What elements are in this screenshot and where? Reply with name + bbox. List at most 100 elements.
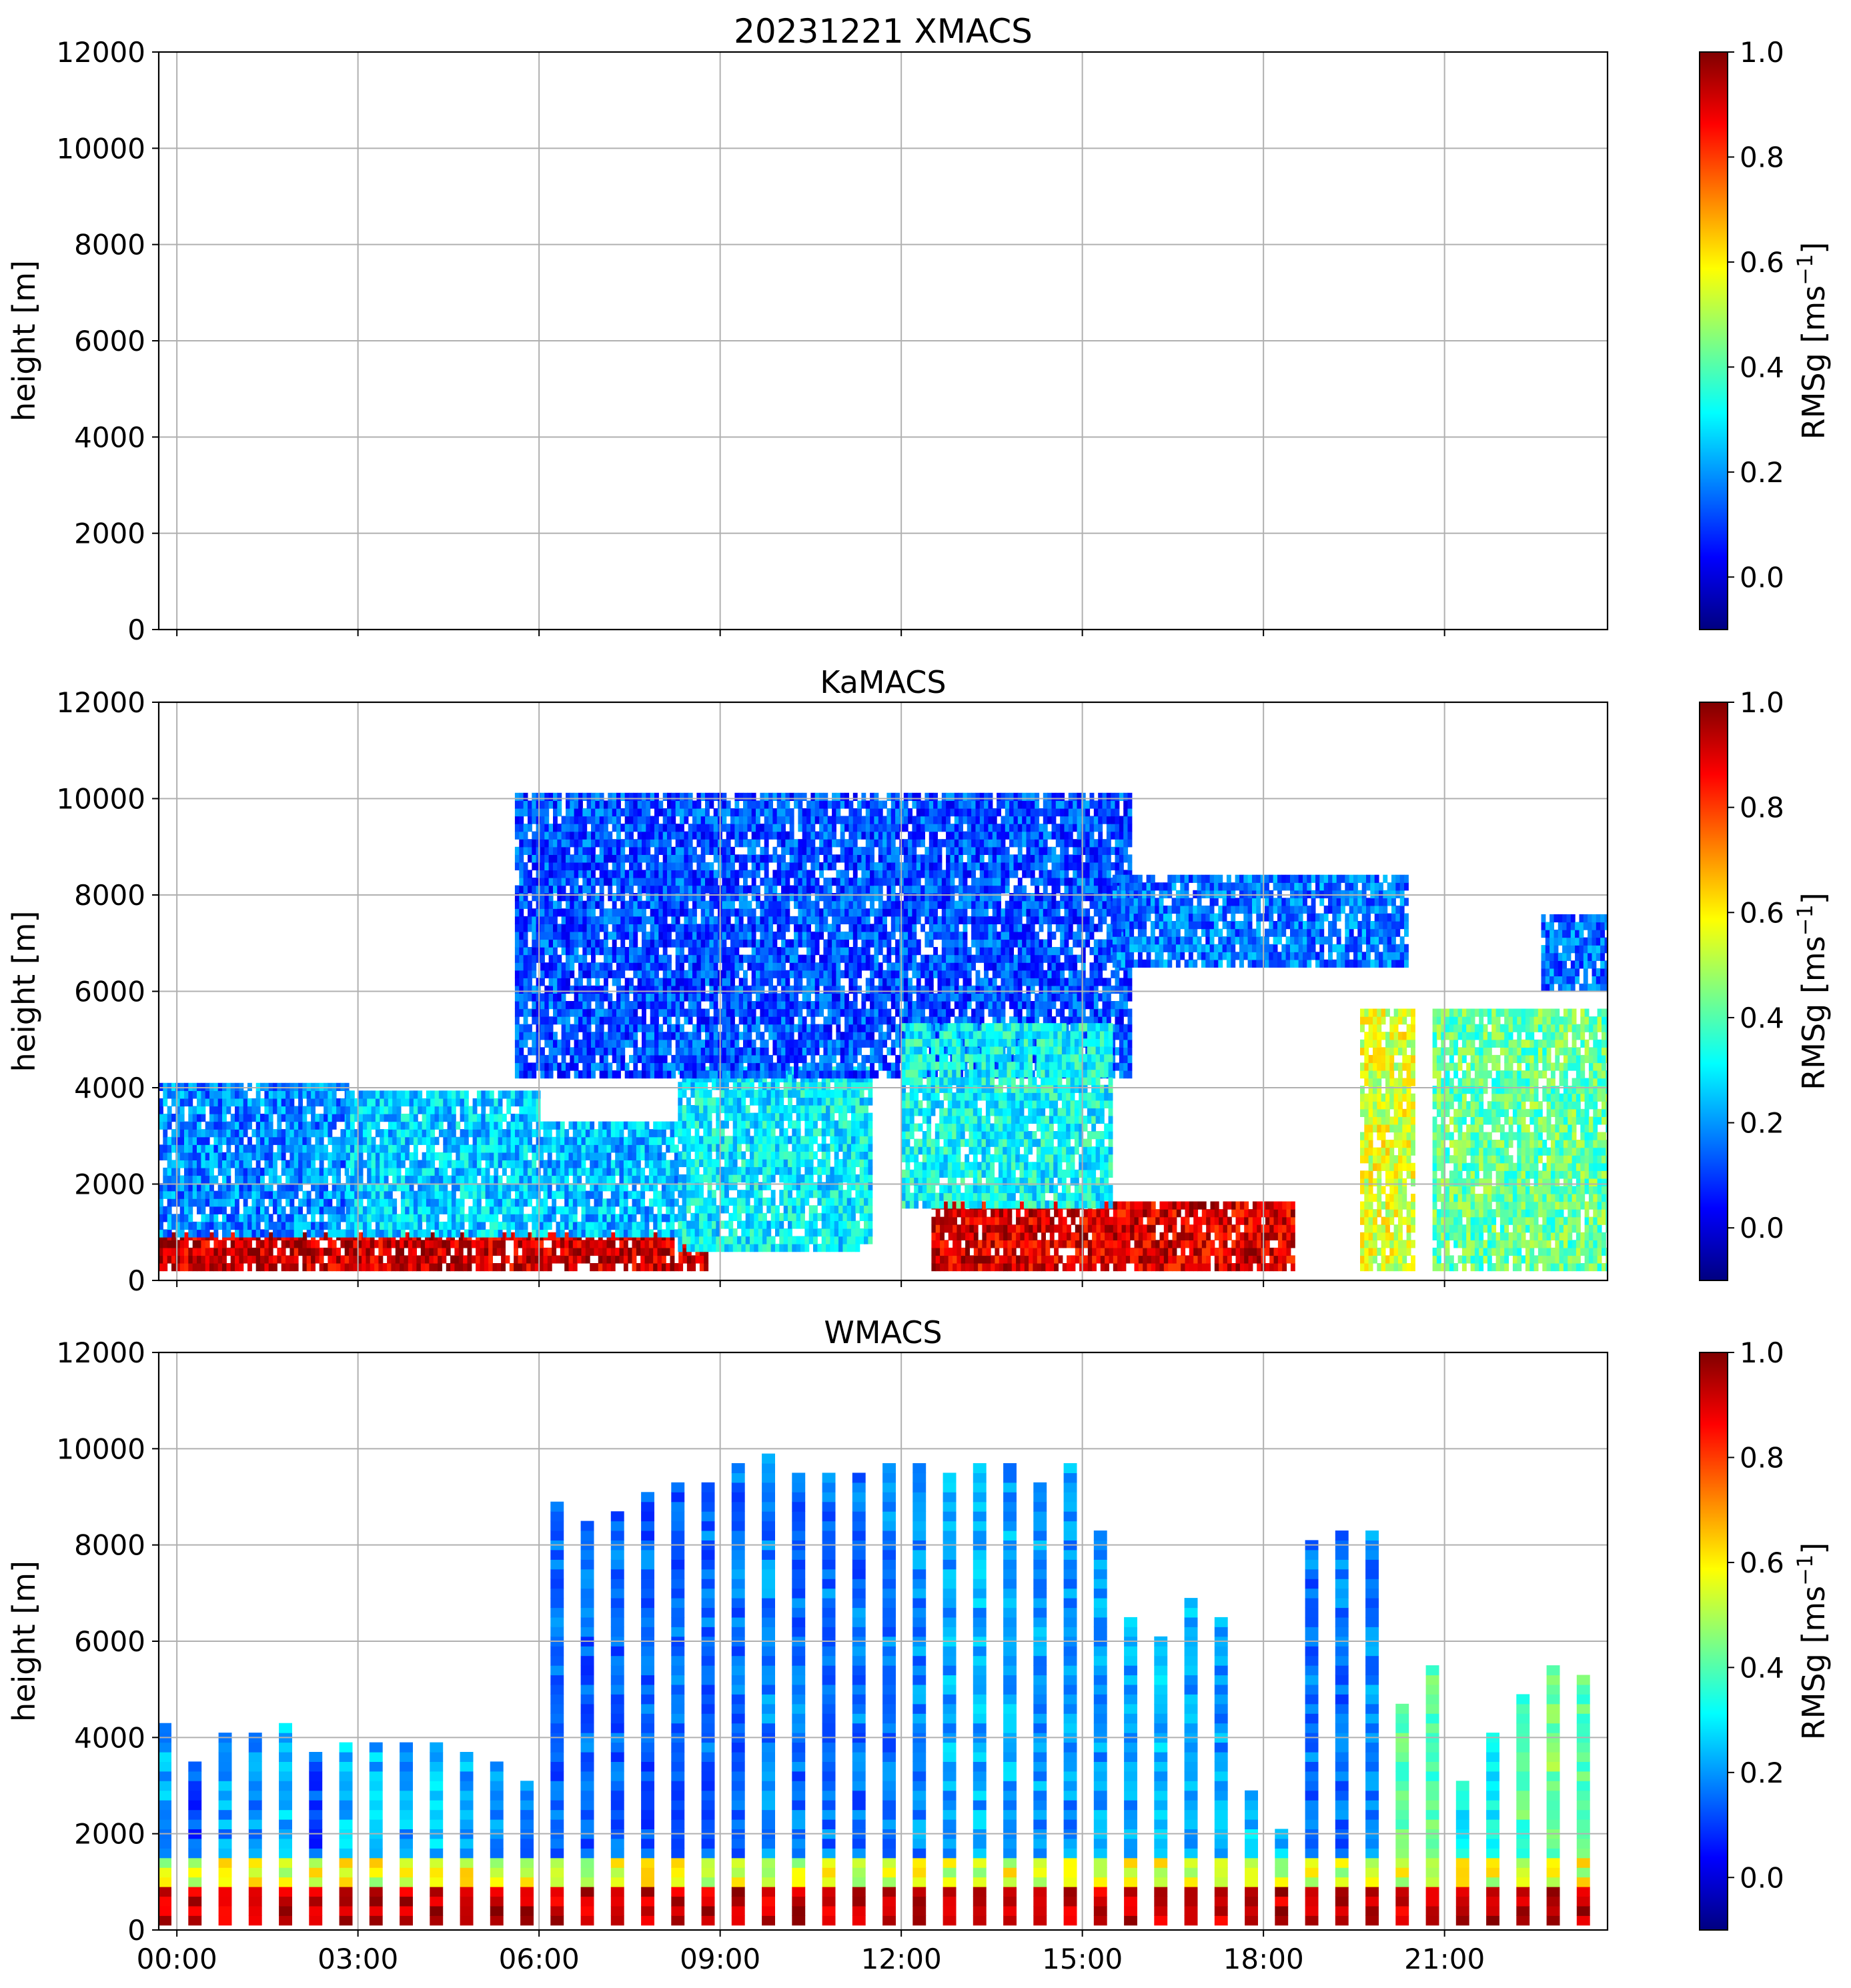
radar-cell [800, 1158, 805, 1168]
radar-cell [675, 954, 680, 963]
radar-cell [572, 1221, 578, 1230]
radar-cell [788, 1158, 792, 1168]
radar-cell [680, 1062, 684, 1071]
radar-cell [510, 1144, 516, 1153]
radar-cell [578, 1054, 583, 1064]
radar-cell [750, 1174, 754, 1183]
radar-cell [519, 1206, 524, 1214]
radar-cell [451, 1206, 456, 1214]
radar-cell [434, 1175, 440, 1184]
radar-cell [644, 1206, 650, 1214]
radar-cell [205, 1167, 210, 1176]
radar-cell [830, 1220, 835, 1229]
radar-cell [642, 1039, 646, 1048]
radar-cell [633, 854, 638, 863]
radar-cell [526, 1263, 531, 1272]
radar-cell [332, 1098, 337, 1107]
radar-cell [494, 1206, 499, 1214]
radar-cell [578, 808, 583, 817]
radar-cell [754, 1112, 759, 1121]
radar-cell [830, 1105, 835, 1114]
radar-cell [561, 916, 566, 924]
radar-cell [640, 1129, 646, 1138]
radar-cell [670, 1247, 675, 1256]
radar-cell [396, 1136, 402, 1145]
radar-cell [570, 792, 575, 801]
radar-cell [766, 1082, 772, 1090]
radar-cell [548, 862, 554, 871]
radar-cell [540, 1054, 545, 1064]
radar-cell [163, 1129, 168, 1138]
radar-cell [658, 924, 664, 932]
radar-cell [319, 1175, 324, 1184]
radar-cell [599, 939, 604, 948]
radar-cell [770, 1236, 776, 1244]
radar-cell [834, 1097, 839, 1106]
radar-cell [846, 1212, 852, 1221]
radar-cell [277, 1090, 282, 1099]
radar-cell [324, 1098, 328, 1107]
radar-cell [311, 1160, 316, 1168]
radar-cell [366, 1247, 371, 1256]
radar-cell [566, 831, 570, 840]
radar-cell [808, 1236, 814, 1244]
radar-cell [532, 846, 537, 855]
radar-cell [346, 1160, 351, 1168]
radar-cell [578, 1008, 583, 1017]
radar-cell [737, 1082, 742, 1090]
radar-cell [192, 1247, 197, 1256]
radar-cell [720, 1151, 725, 1160]
radar-cell [560, 1175, 565, 1184]
radar-cell [855, 1120, 860, 1129]
radar-cell [612, 908, 617, 917]
radar-cell [302, 1160, 307, 1168]
radar-cell [489, 1229, 494, 1238]
radar-cell [557, 831, 562, 840]
radar-cell [632, 1221, 637, 1230]
radar-cell [650, 908, 655, 917]
radar-cell [350, 1206, 355, 1214]
radar-cell [633, 792, 638, 801]
radar-cell [578, 924, 583, 932]
radar-cell [633, 947, 638, 956]
radar-cell [235, 1106, 239, 1114]
radar-cell [594, 1214, 599, 1222]
radar-cell [572, 1198, 578, 1207]
radar-cell [826, 1151, 830, 1160]
radar-cell [209, 1121, 214, 1130]
radar-cell [572, 1129, 578, 1138]
radar-cell [235, 1167, 239, 1176]
radar-cell [775, 1158, 780, 1168]
radar-cell [159, 1240, 163, 1248]
radar-cell [548, 947, 554, 956]
radar-cell [336, 1190, 341, 1199]
radar-cell [340, 1190, 346, 1199]
radar-cell [566, 931, 570, 940]
radar-cell [311, 1152, 316, 1160]
radar-cell [636, 1121, 641, 1130]
radar-cell [666, 1221, 671, 1230]
radar-cell [476, 1229, 482, 1238]
radar-cell [544, 808, 550, 817]
radar-cell [574, 916, 579, 924]
radar-cell [770, 1174, 776, 1183]
radar-cell [577, 1121, 582, 1130]
radar-cell [623, 1206, 628, 1214]
radar-cell [642, 900, 646, 909]
radar-cell [624, 978, 630, 986]
radar-cell [380, 1167, 385, 1176]
radar-cell [851, 1128, 856, 1136]
radar-cell [560, 1190, 565, 1199]
radar-cell [800, 1182, 805, 1190]
radar-cell [629, 839, 634, 848]
radar-cell [796, 1244, 801, 1252]
radar-cell [610, 1136, 616, 1145]
radar-cell [532, 893, 537, 902]
radar-cell [633, 1039, 638, 1048]
radar-cell [699, 1136, 704, 1144]
radar-cell [654, 1024, 659, 1032]
radar-cell [741, 1105, 746, 1114]
radar-cell [707, 1166, 712, 1175]
radar-cell [608, 878, 613, 886]
radar-cell [680, 962, 684, 971]
